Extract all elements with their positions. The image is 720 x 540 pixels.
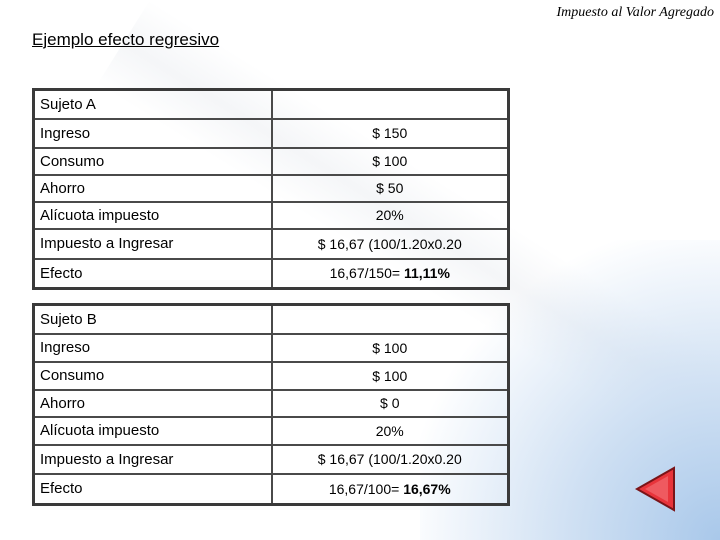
table-row: Ingreso $ 100 bbox=[32, 332, 510, 363]
table-sujeto-a: Sujeto A Ingreso $ 150 Consumo $ 100 Aho… bbox=[32, 88, 510, 290]
row-label: Impuesto a Ingresar bbox=[32, 227, 273, 260]
previous-slide-button[interactable] bbox=[634, 466, 676, 517]
table-row: Impuesto a Ingresar $ 16,67 (100/1.20x0.… bbox=[32, 443, 510, 475]
row-value: $ 150 bbox=[270, 117, 510, 149]
slide-title: Ejemplo efecto regresivo bbox=[32, 30, 220, 49]
row-label: Alícuota impuesto bbox=[32, 415, 273, 446]
row-value: $ 100 bbox=[270, 332, 510, 363]
row-value: 20% bbox=[270, 200, 510, 230]
table-row: Alícuota impuesto 20% bbox=[32, 415, 510, 446]
subject-value-empty bbox=[270, 303, 510, 335]
row-value: $ 16,67 (100/1.20x0.20 bbox=[270, 443, 510, 475]
row-label: Ingreso bbox=[32, 332, 273, 363]
subject-label: Sujeto A bbox=[32, 88, 273, 120]
table-row: Efecto 16,67/100= 16,67% bbox=[32, 472, 510, 506]
table-row: Alícuota impuesto 20% bbox=[32, 200, 510, 230]
effect-result: 16,67% bbox=[403, 480, 451, 497]
row-value: $ 100 bbox=[270, 146, 510, 176]
table-row: Ahorro $ 50 bbox=[32, 173, 510, 203]
row-value: $ 50 bbox=[270, 173, 510, 203]
row-value: $ 16,67 (100/1.20x0.20 bbox=[270, 227, 510, 260]
row-label: Efecto bbox=[32, 472, 273, 506]
table-row: Consumo $ 100 bbox=[32, 360, 510, 391]
subject-label: Sujeto B bbox=[32, 303, 273, 335]
row-label: Alícuota impuesto bbox=[32, 200, 273, 230]
row-value: $ 100 bbox=[270, 360, 510, 391]
previous-slide-icon bbox=[634, 466, 675, 512]
row-value: 20% bbox=[270, 415, 510, 446]
subject-value-empty bbox=[270, 88, 510, 120]
row-label: Efecto bbox=[32, 257, 273, 290]
effect-result: 11,11% bbox=[403, 265, 450, 282]
table-sujeto-b: Sujeto B Ingreso $ 100 Consumo $ 100 Aho… bbox=[32, 303, 510, 506]
table-header-row: Sujeto A bbox=[32, 88, 510, 120]
table-row: Efecto 16,67/150= 11,11% bbox=[32, 257, 510, 290]
header-title: Impuesto al Valor Agregado bbox=[556, 5, 715, 20]
row-label: Consumo bbox=[32, 146, 273, 176]
row-label: Consumo bbox=[32, 360, 273, 391]
row-label: Impuesto a Ingresar bbox=[32, 443, 273, 475]
effect-formula: 16,67/100= bbox=[328, 480, 404, 497]
row-label: Ahorro bbox=[32, 173, 273, 203]
table-row: Consumo $ 100 bbox=[32, 146, 510, 176]
table-row: Impuesto a Ingresar $ 16,67 (100/1.20x0.… bbox=[32, 227, 510, 260]
row-label: Ingreso bbox=[32, 117, 273, 149]
row-value: 16,67/100= 16,67% bbox=[270, 472, 510, 506]
row-label: Ahorro bbox=[32, 388, 273, 418]
table-row: Ingreso $ 150 bbox=[32, 117, 510, 149]
table-row: Ahorro $ 0 bbox=[32, 388, 510, 418]
table-header-row: Sujeto B bbox=[32, 303, 510, 335]
row-value: $ 0 bbox=[270, 388, 510, 418]
row-value: 16,67/150= 11,11% bbox=[270, 257, 510, 290]
effect-formula: 16,67/150= bbox=[329, 265, 404, 282]
